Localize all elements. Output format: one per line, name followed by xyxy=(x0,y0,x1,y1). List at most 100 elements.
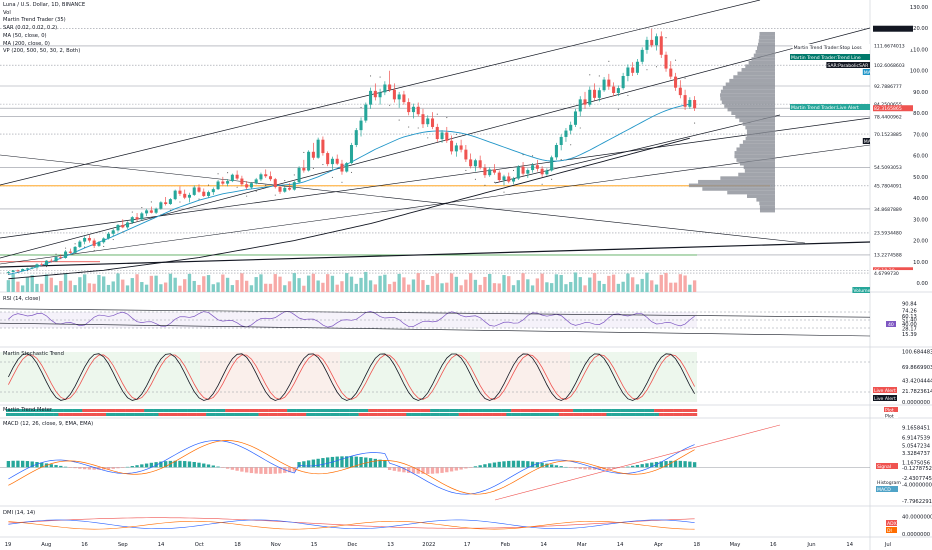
candle-body xyxy=(497,172,501,181)
stoch-label[interactable]: Martin Stochastic Trend xyxy=(3,351,64,357)
indicator-ma50[interactable]: MA (50, close, 0) xyxy=(3,32,47,39)
rsi-tick-label: 51.40 xyxy=(902,317,917,323)
candle-body xyxy=(54,257,58,262)
time-axis[interactable]: 19 Aug 16 Sep 14 Oct 18 Nov 15 Dec 13 2022 17 Feb 14 Ma… xyxy=(5,542,891,548)
trend-meter-cell xyxy=(434,409,440,412)
macd-tag-bg xyxy=(876,463,898,469)
trend-meter-cell xyxy=(539,413,545,416)
rsi-trendline xyxy=(0,322,871,337)
trend-meter-cell xyxy=(244,413,250,416)
trend-meter-cell xyxy=(482,409,488,412)
candle-body xyxy=(397,94,401,100)
price-tag-bg xyxy=(873,229,913,236)
trend-meter-cell xyxy=(306,409,312,412)
macd-hist-bar xyxy=(569,467,573,468)
candle-body xyxy=(354,130,358,145)
sar-dot xyxy=(675,59,677,61)
indicator-ma200[interactable]: MA (200, close, 0) xyxy=(3,40,50,47)
trend-meter-cell xyxy=(677,409,683,412)
trend-meter-cell xyxy=(654,413,660,416)
trend-meter-cell xyxy=(492,413,498,416)
candle-body xyxy=(207,192,211,196)
indicator-vol[interactable]: Vol xyxy=(3,9,11,16)
ma50-line xyxy=(8,103,690,275)
trend-meter-cell xyxy=(349,413,355,416)
volume-bar xyxy=(278,276,282,292)
volume-profile-bar xyxy=(688,183,775,188)
trend-meter-cell xyxy=(396,413,402,416)
sar-dot xyxy=(265,184,267,186)
price-tick-label: 0.00 xyxy=(916,281,928,287)
time-tick-label: 14 xyxy=(158,542,165,548)
macd-hist-bar xyxy=(626,466,630,468)
macd-label[interactable]: MACD (12, 26, close, 9, EMA, EMA) xyxy=(3,421,94,427)
volume-bar xyxy=(297,278,301,292)
volume-bar xyxy=(502,275,506,292)
trend-meter-cell xyxy=(506,409,512,412)
candle-body xyxy=(373,90,377,98)
volume-profile-bar xyxy=(722,86,775,90)
volume-bar xyxy=(44,274,49,292)
volume-bar xyxy=(626,273,630,292)
indicator-martin[interactable]: Martin Trend Trader (35) xyxy=(3,17,66,24)
candle-body xyxy=(464,149,468,160)
trend-meter-cell xyxy=(239,409,245,412)
dmi-label[interactable]: DMI (14, 14) xyxy=(3,510,36,516)
price-axis[interactable]: 130.00 120.00 110.00 100.00 90.00 80.00 70.00 6… xyxy=(902,5,932,538)
macd-hist-bar xyxy=(63,466,68,468)
volume-bar xyxy=(416,273,420,292)
candle-body xyxy=(254,179,258,184)
volume-bar xyxy=(216,282,220,292)
time-tick-label: Jun xyxy=(806,542,815,548)
trend-meter-cell xyxy=(663,409,669,412)
mtm-tag-bg xyxy=(884,413,898,418)
trend-meter-cell xyxy=(668,409,674,412)
macd-hist-bar xyxy=(368,458,373,468)
candle-body xyxy=(430,118,435,127)
rsi-tick-label: 40.00 xyxy=(902,322,917,328)
trend-meter-label[interactable]: Martin Trend Meter xyxy=(3,407,53,413)
trend-meter-cell xyxy=(168,413,173,416)
macd-tick-label: -7.7962291 xyxy=(902,499,932,505)
indicator-sar[interactable]: SAR (0.02, 0.02, 0.2) xyxy=(3,25,58,32)
volume-profile-bar xyxy=(756,46,775,50)
candle-body xyxy=(588,89,592,105)
sar-dot xyxy=(417,127,419,129)
volume-profile-bar xyxy=(759,208,775,213)
trend-meter-cell xyxy=(530,409,536,412)
macd-hist-bar xyxy=(140,464,144,468)
rsi-label[interactable]: RSI (14, close) xyxy=(3,296,41,302)
trend-meter-cell xyxy=(301,413,307,416)
trend-meter-cell xyxy=(363,413,369,416)
trend-meter-cell xyxy=(139,409,145,412)
volume-bar xyxy=(364,271,368,292)
indicator-vp[interactable]: VP (200, 500, 50, 30, 2, Both) xyxy=(3,48,81,55)
trend-meter-cell xyxy=(573,413,579,416)
sar-dot xyxy=(217,173,219,175)
trend-meter-cell xyxy=(53,409,59,412)
trendline xyxy=(0,241,871,268)
trend-meter-cell xyxy=(611,413,617,416)
volume-bar xyxy=(411,279,416,292)
sar-dot xyxy=(150,201,152,203)
trend-meter-cell xyxy=(463,409,469,412)
symbol-title[interactable]: Luna / U.S. Dollar, 1D, BINANCE xyxy=(3,2,86,8)
price-horizontal-levels xyxy=(0,28,870,274)
candle-body xyxy=(602,79,606,91)
trendline xyxy=(0,117,871,239)
trend-meter-cell xyxy=(520,413,526,416)
side-label-text: Volume xyxy=(853,288,870,294)
candle-body xyxy=(326,153,330,165)
macd-hist-bar xyxy=(192,461,196,468)
trend-meter-cell xyxy=(563,409,569,412)
price-tick-label: 40.00 xyxy=(913,196,928,202)
volume-bar xyxy=(135,274,139,292)
trend-meter-cell xyxy=(282,409,288,412)
trend-meter-cell xyxy=(515,409,521,412)
trend-meter-cell xyxy=(315,413,321,416)
trend-meter-cell xyxy=(372,409,378,412)
trend-meter-cell xyxy=(182,413,188,416)
trend-meter-pane xyxy=(6,409,698,416)
trend-meter-cell xyxy=(639,413,645,416)
